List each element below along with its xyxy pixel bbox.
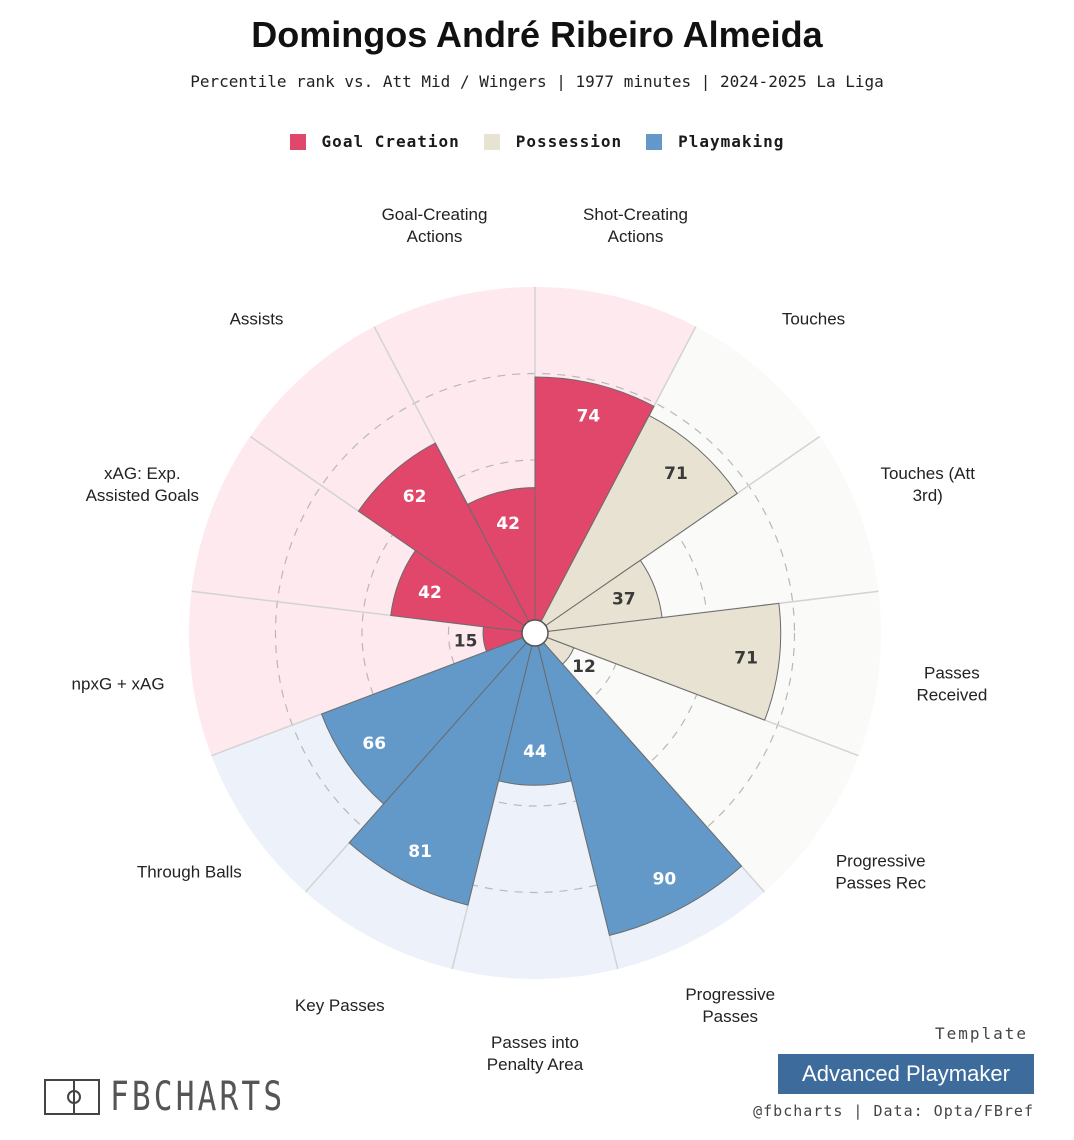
fbcharts-logo: FBCHARTS — [44, 1074, 335, 1120]
template-name-badge: Advanced Playmaker — [778, 1054, 1034, 1094]
value-wedge-passes-received — [534, 602, 782, 721]
value-label-through-balls: 66 — [362, 734, 386, 754]
pitch-icon — [44, 1079, 100, 1115]
category-label-progressive-passes-rec: Progressive Passes Rec — [835, 851, 926, 892]
value-label-passes-into-penalty-area: 44 — [523, 742, 547, 762]
template-label: Template — [934, 1024, 1028, 1043]
value-wedge-assists — [357, 442, 536, 634]
value-wedge-shot-creating-actions — [534, 376, 655, 634]
legend-label-goal-creation: Goal Creation — [321, 132, 460, 151]
category-label-passes-into-penalty-area: Passes into Penalty Area — [487, 1033, 584, 1074]
background-wedge-progressive-passes-rec — [535, 633, 859, 892]
category-label-progressive-passes: Progressive Passes — [685, 984, 775, 1025]
category-label-shot-creating-actions: Shot-Creating Actions — [583, 205, 688, 246]
value-label-passes-received: 71 — [734, 649, 758, 669]
legend-swatch-goal-creation — [289, 133, 306, 150]
value-label-assists: 62 — [403, 487, 427, 507]
legend-item-playmaking: Playmaking — [646, 132, 784, 151]
logo-text: FBCHARTS — [110, 1074, 286, 1120]
category-label-through-balls: Through Balls — [137, 862, 242, 881]
value-wedge-goal-creating-actions — [466, 487, 536, 634]
value-label-touches: 71 — [664, 464, 688, 484]
legend-label-playmaking: Playmaking — [678, 132, 785, 151]
legend-item-possession: Possession — [483, 132, 623, 151]
legend-swatch-possession — [483, 133, 500, 150]
legend-swatch-playmaking — [646, 133, 663, 150]
category-label-touches-att-3rd: Touches (Att 3rd) — [880, 464, 975, 505]
value-label-progressive-passes: 90 — [653, 870, 677, 890]
credits: @fbcharts | Data: Opta/FBref — [753, 1102, 1034, 1120]
category-label-passes-received: Passes Received — [916, 663, 987, 704]
legend-item-goal-creation: Goal Creation — [289, 132, 460, 151]
value-wedge-progressive-passes — [534, 632, 743, 936]
value-wedge-touches — [534, 414, 738, 634]
center-hole — [521, 619, 549, 647]
value-label-goal-creating-actions: 42 — [496, 514, 520, 534]
category-label-goal-creating-actions: Goal-Creating Actions — [382, 205, 488, 246]
value-label-touches-att-3rd: 37 — [612, 589, 636, 609]
category-label-key-passes: Key Passes — [295, 995, 385, 1014]
value-label-key-passes: 81 — [408, 842, 432, 862]
value-label-npxg-xag: 15 — [454, 631, 478, 651]
category-label-touches: Touches — [782, 309, 845, 328]
legend: Goal Creation Possession Playmaking — [0, 132, 1074, 151]
value-wedge-key-passes — [348, 632, 536, 906]
value-wedge-through-balls — [320, 632, 536, 805]
legend-label-possession: Possession — [515, 132, 623, 151]
chart-title: Domingos André Ribeiro Almeida — [251, 14, 823, 55]
chart-subtitle: Percentile rank vs. Att Mid / Wingers | … — [190, 72, 884, 91]
value-label-progressive-passes-rec: 12 — [572, 657, 596, 677]
value-label-xag-exp-assisted-goals: 42 — [418, 583, 442, 603]
category-label-npxg-xag: npxG + xAG — [72, 674, 165, 693]
value-label-shot-creating-actions: 74 — [577, 406, 601, 426]
category-label-assists: Assists — [230, 309, 284, 328]
category-label-xag-exp-assisted-goals: xAG: Exp. Assisted Goals — [86, 464, 199, 505]
